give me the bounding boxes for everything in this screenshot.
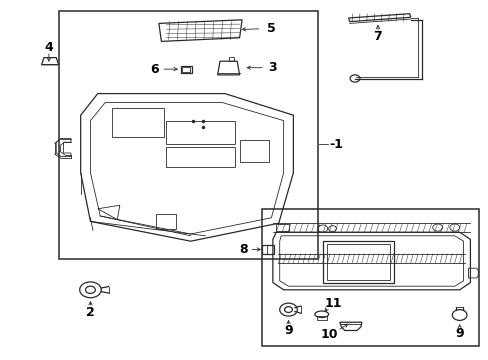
- Bar: [181, 66, 191, 73]
- Bar: [276, 224, 288, 231]
- Bar: [59, 11, 317, 259]
- Text: 11: 11: [324, 297, 342, 310]
- Bar: [316, 316, 326, 320]
- Bar: [182, 67, 190, 72]
- Text: 9: 9: [284, 324, 292, 337]
- Bar: [239, 140, 268, 162]
- Text: 10: 10: [320, 328, 338, 341]
- Bar: [261, 209, 478, 346]
- Bar: [112, 108, 163, 137]
- Text: 6: 6: [150, 63, 159, 76]
- Text: -1: -1: [329, 138, 343, 150]
- Bar: [166, 147, 234, 167]
- Text: 2: 2: [86, 306, 95, 319]
- Text: 7: 7: [373, 30, 382, 43]
- Text: 9: 9: [454, 327, 463, 340]
- Text: 3: 3: [268, 61, 277, 74]
- Bar: [166, 121, 234, 144]
- Text: 4: 4: [44, 41, 53, 54]
- Bar: [326, 244, 389, 280]
- Text: 5: 5: [266, 22, 275, 35]
- Bar: [156, 214, 176, 229]
- Text: 8: 8: [239, 243, 247, 256]
- Bar: [322, 241, 393, 283]
- Bar: [228, 57, 233, 61]
